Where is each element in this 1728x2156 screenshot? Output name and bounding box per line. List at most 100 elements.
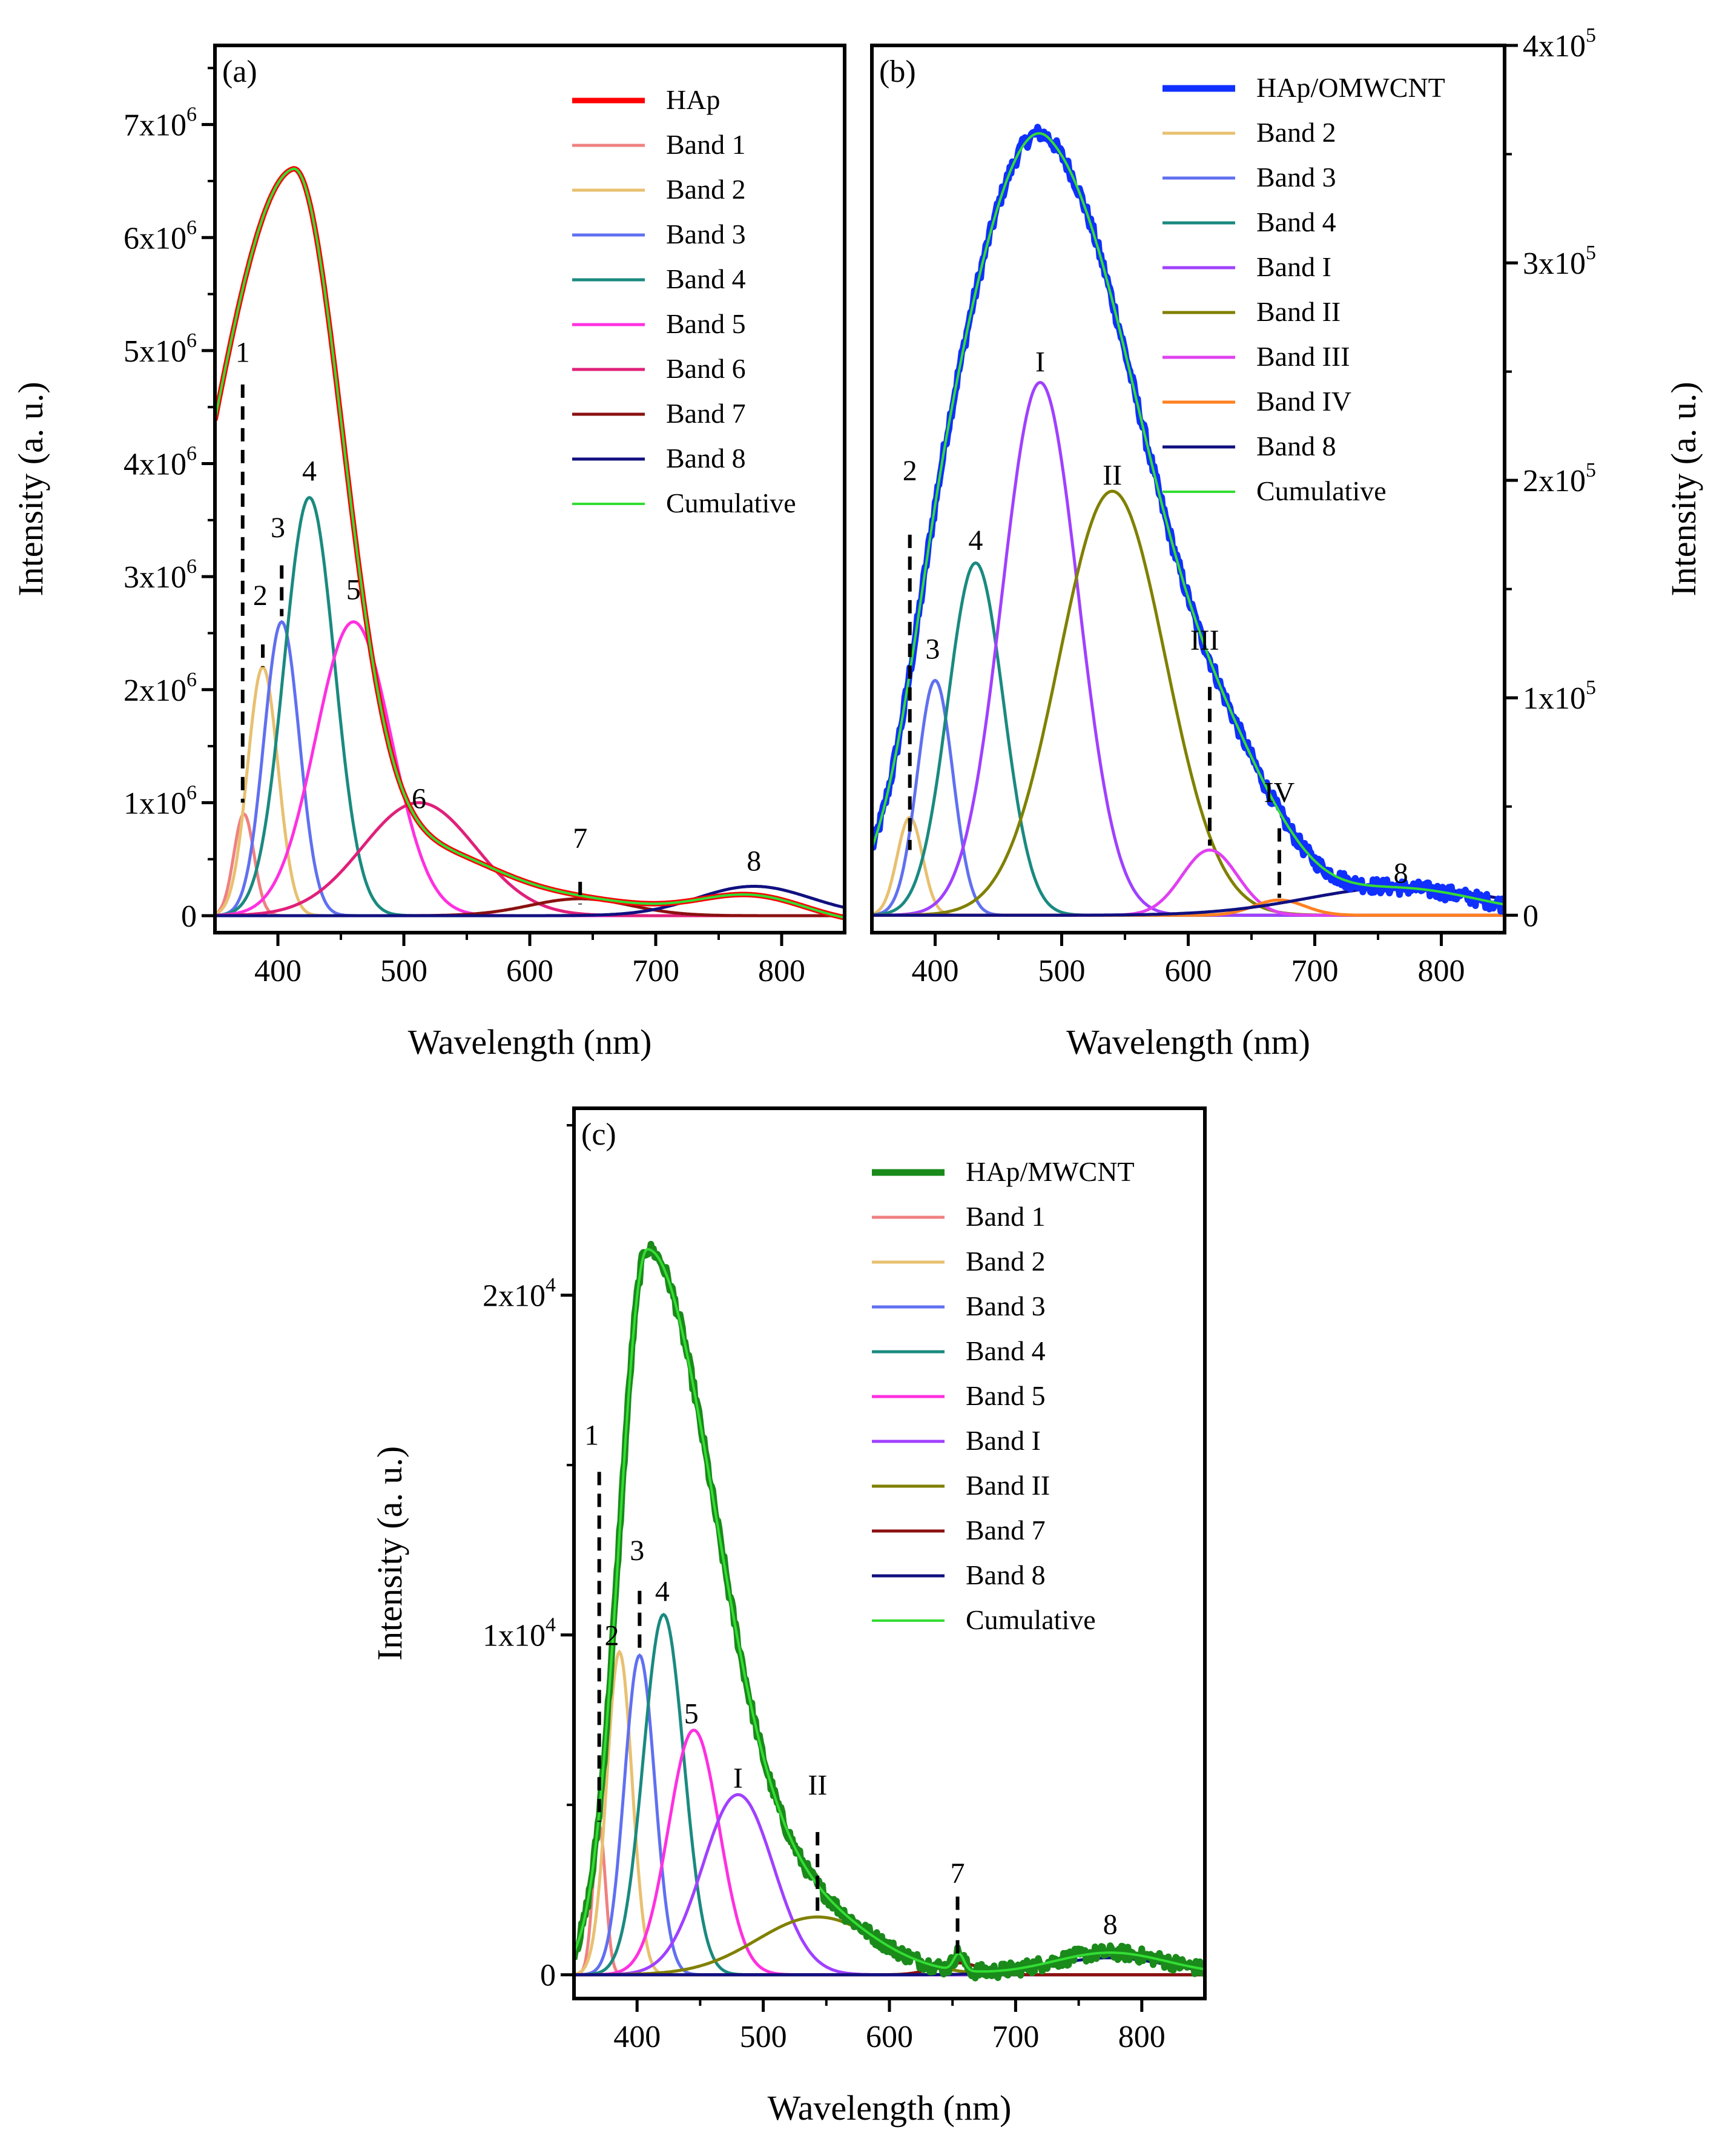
y-tick-exponent: 5	[1586, 24, 1596, 47]
legend-label: Band 1	[666, 129, 746, 160]
y-tick-exponent: 6	[186, 104, 197, 126]
band-curve-band-i	[872, 381, 1505, 917]
plot-frame	[572, 1106, 1207, 2000]
legend-label: HAp	[666, 84, 720, 115]
y-tick-base: 2x10	[124, 673, 186, 708]
y-tick-label: 1x105	[1523, 676, 1596, 716]
y-axis-label: Intensity (a. u.)	[370, 1446, 409, 1661]
legend-label: Band 7	[966, 1515, 1046, 1546]
y-tick-base: 0	[181, 899, 197, 934]
y-tick-base: 4x10	[1523, 29, 1586, 64]
legend-label: Band 4	[966, 1335, 1046, 1366]
x-tick-label: 600	[1165, 954, 1212, 988]
series-hap	[215, 166, 845, 921]
cumulative-curve	[574, 1248, 1205, 1973]
y-tick-label: 5x106	[124, 329, 197, 369]
peak-annotation: 1	[584, 1419, 599, 1451]
x-axis-label: Wavelength (nm)	[768, 2088, 1012, 2128]
y-tick-base: 0	[540, 1959, 556, 1993]
legend-label: HAp/MWCNT	[966, 1156, 1135, 1187]
panel-label: (b)	[879, 55, 916, 89]
legend-label: Band 2	[1256, 117, 1336, 148]
y-tick-label: 0	[181, 899, 197, 934]
x-tick-label: 400	[912, 954, 959, 988]
plot-area	[574, 1240, 1205, 1982]
band-curve-band-ii	[872, 489, 1505, 917]
x-tick-label: 400	[613, 2020, 661, 2054]
legend-label: Band 3	[666, 219, 746, 250]
y-tick-exponent: 6	[186, 443, 197, 465]
legend-label: Band II	[1256, 296, 1341, 327]
y-tick-exponent: 6	[186, 781, 197, 804]
y-tick-base: 2x10	[483, 1279, 546, 1314]
y-tick-label: 3x106	[124, 555, 197, 595]
y-tick-label: 4x106	[124, 443, 197, 482]
x-tick-label: 500	[740, 2020, 787, 2054]
x-axis-label: Wavelength (nm)	[408, 1022, 652, 1062]
y-tick-base: 2x10	[1523, 464, 1586, 498]
legend-label: Cumulative	[1256, 475, 1387, 506]
peak-annotation: 4	[968, 524, 983, 557]
legend-label: Band 4	[666, 263, 746, 294]
legend-label: Band 3	[966, 1291, 1046, 1321]
y-tick-label: 6x106	[124, 216, 197, 256]
series-hap-omwcnt	[872, 124, 1505, 915]
x-tick-label: 500	[380, 954, 427, 988]
legend-label: Band 3	[1256, 162, 1336, 193]
band-curve-band-8	[215, 885, 845, 918]
legend-label: Band 4	[1256, 207, 1336, 237]
y-tick-exponent: 5	[1586, 242, 1596, 264]
legend-label: Band 2	[666, 174, 746, 205]
legend-label: Band II	[966, 1470, 1050, 1501]
plot-area	[872, 124, 1505, 917]
y-tick-exponent: 4	[546, 1614, 556, 1636]
legend-label: Band 8	[1256, 431, 1336, 461]
y-tick-label: 1x104	[483, 1614, 556, 1653]
peak-annotation: I	[1035, 346, 1045, 379]
x-tick-label: 800	[758, 954, 805, 988]
y-axis-label: Intensity (a. u.)	[11, 382, 50, 596]
y-axis-label: Intensity (a. u.)	[1664, 382, 1703, 596]
y-tick-label: 2x106	[124, 669, 197, 708]
chart-panel-2: 400 500 600 700 80001x1052x1053x1054x105Wave…	[870, 24, 1703, 1062]
peak-annotation: 5	[346, 574, 361, 606]
legend-label: Band 5	[666, 308, 746, 339]
peak-annotation: IV	[1264, 777, 1295, 809]
legend-label: Band 8	[966, 1559, 1046, 1590]
peak-annotation: 8	[747, 845, 761, 877]
x-tick-label: 500	[1038, 954, 1086, 988]
x-tick-label: 600	[866, 2020, 913, 2054]
y-tick-exponent: 6	[186, 329, 197, 352]
x-tick-label: 400	[254, 954, 302, 988]
peak-annotation: 2	[253, 580, 268, 612]
cumulative-curve	[872, 132, 1505, 906]
peak-annotation: 3	[271, 512, 285, 544]
peak-annotation: III	[1190, 624, 1219, 656]
peak-annotation: 8	[1103, 1908, 1118, 1940]
y-tick-base: 1x10	[1523, 681, 1586, 716]
legend-label: Band I	[1256, 251, 1331, 282]
peak-annotation: 1	[236, 337, 250, 369]
y-tick-exponent: 5	[1586, 459, 1596, 481]
peak-annotation: 7	[951, 1857, 965, 1890]
y-tick-base: 4x10	[124, 448, 186, 482]
peak-annotation: 4	[302, 455, 317, 488]
x-tick-label: 800	[1118, 2020, 1166, 2054]
peak-annotation: 3	[925, 633, 940, 666]
panel-label: (c)	[581, 1117, 616, 1152]
legend-label: Band IV	[1256, 386, 1351, 417]
legend-label: Band 6	[666, 353, 746, 384]
peak-annotation: II	[808, 1769, 827, 1801]
legend-label: Band 5	[966, 1380, 1046, 1411]
legend: HAp/MWCNT Band 1 Band 2 Band 3 Band 4 Band 5 B…	[872, 1156, 1135, 1635]
band-curve-band-3	[872, 678, 1505, 917]
legend-label: Band I	[966, 1425, 1041, 1456]
x-tick-label: 700	[632, 954, 679, 988]
peak-annotation: 6	[412, 783, 426, 815]
y-tick-exponent: 6	[186, 555, 197, 578]
peak-annotation: I	[733, 1762, 743, 1794]
y-tick-label: 7x106	[124, 104, 197, 143]
chart-panel-1: 400 500 600 700 80001x1062x1063x1064x1065x10…	[11, 44, 846, 1062]
